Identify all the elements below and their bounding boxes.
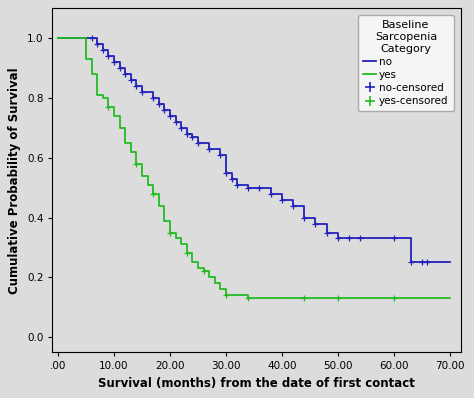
Point	[127, 77, 135, 83]
Point	[166, 113, 174, 119]
Point	[138, 89, 146, 95]
Point	[245, 295, 252, 301]
Point	[289, 203, 297, 209]
Point	[312, 220, 319, 227]
Point	[233, 181, 241, 188]
Y-axis label: Cumulative Probability of Survival: Cumulative Probability of Survival	[9, 67, 21, 293]
Point	[245, 185, 252, 191]
Point	[121, 71, 129, 77]
Point	[278, 197, 286, 203]
Point	[323, 229, 330, 236]
Point	[334, 235, 342, 242]
Point	[133, 83, 140, 89]
Point	[133, 160, 140, 167]
Point	[172, 119, 179, 125]
Point	[194, 140, 202, 146]
Point	[228, 176, 235, 182]
Point	[177, 125, 185, 131]
Point	[424, 259, 431, 265]
Point	[149, 191, 157, 197]
Point	[183, 131, 191, 137]
Point	[155, 101, 163, 107]
Point	[93, 41, 101, 47]
Point	[345, 235, 353, 242]
Point	[189, 134, 196, 140]
X-axis label: Survival (months) from the date of first contact: Survival (months) from the date of first…	[98, 377, 415, 390]
Point	[407, 259, 414, 265]
Point	[205, 146, 213, 152]
Point	[105, 104, 112, 110]
Point	[149, 95, 157, 101]
Point	[356, 235, 364, 242]
Point	[255, 185, 263, 191]
Point	[390, 235, 398, 242]
Point	[200, 268, 207, 275]
Point	[99, 47, 107, 53]
Point	[110, 59, 118, 65]
Point	[183, 250, 191, 257]
Legend: no, yes, no-censored, yes-censored: no, yes, no-censored, yes-censored	[358, 15, 454, 111]
Point	[116, 65, 123, 71]
Point	[217, 152, 224, 158]
Point	[166, 229, 174, 236]
Point	[301, 215, 308, 221]
Point	[105, 53, 112, 59]
Point	[334, 295, 342, 301]
Point	[222, 292, 230, 298]
Point	[390, 295, 398, 301]
Point	[88, 35, 95, 41]
Point	[301, 295, 308, 301]
Point	[222, 170, 230, 176]
Point	[267, 191, 274, 197]
Point	[161, 107, 168, 113]
Point	[418, 259, 426, 265]
